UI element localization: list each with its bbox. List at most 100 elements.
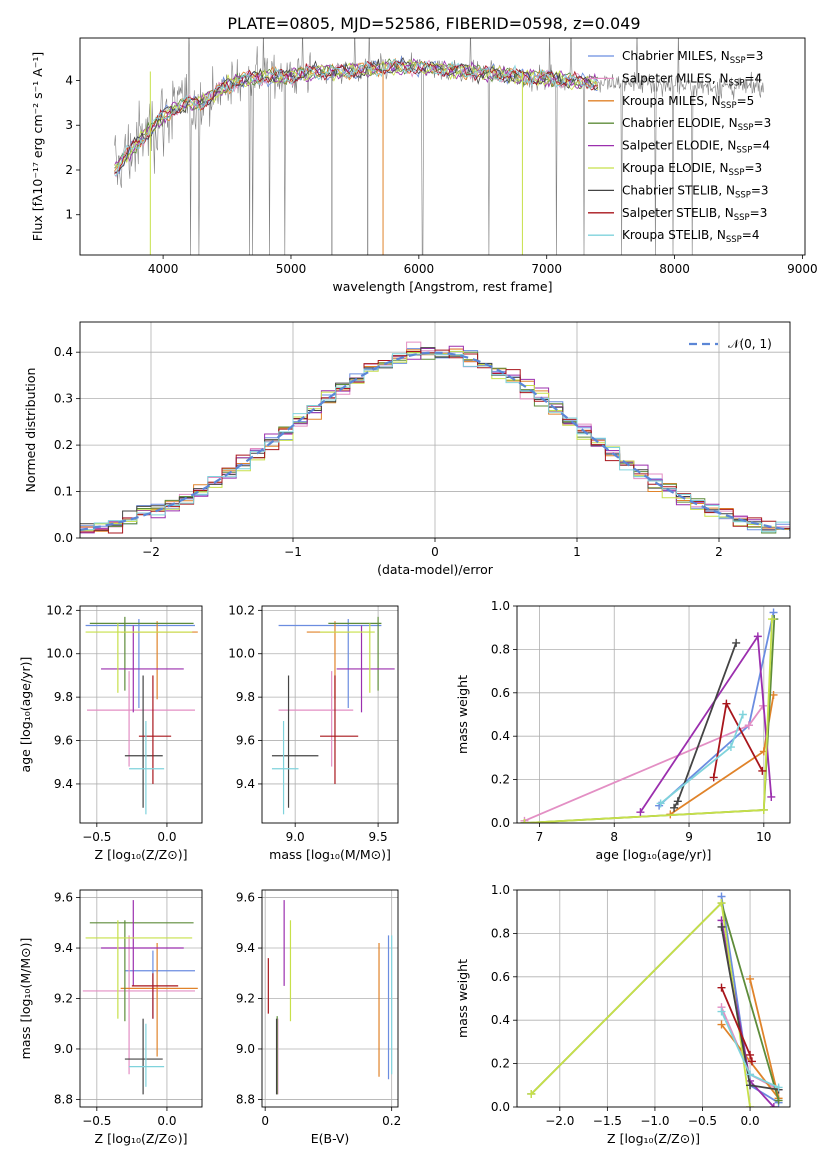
grid xyxy=(80,890,202,1107)
marker-salpeter-stelib xyxy=(709,773,718,782)
x-tick-label: 7000 xyxy=(531,262,562,276)
marker-salpeter-stelib xyxy=(758,766,767,775)
y-tick-label: 8.8 xyxy=(236,1092,255,1106)
y-tick-label: 0.2 xyxy=(491,1057,510,1071)
massweight-vs-Z-panel: −2.0 −1.5 −1.0 −0.5 0.0 0.0 0.2 0.4 0.6 0.8 1.0 Z [… xyxy=(455,883,791,1146)
plot-area xyxy=(267,900,393,1095)
age-vs-Z-panel: −0.5 0.0 9.4 9.6 9.8 10.0 10.2 Z [log₁₀(Z/Z⊙)] a… xyxy=(18,603,203,862)
model-spectrum-chabrier-stelib xyxy=(114,57,599,174)
marker-chabrier-stelib xyxy=(746,1081,755,1090)
x-tick-label: 9.5 xyxy=(369,830,388,844)
x-tick-label: 2 xyxy=(715,545,723,559)
x-axis-label: Z [log₁₀(Z/Z⊙)] xyxy=(95,847,188,862)
x-tick-label: 6000 xyxy=(404,262,435,276)
y-tick-label: 10.2 xyxy=(46,603,73,617)
marker-kroupa-stelib xyxy=(774,1083,783,1092)
axes-frame xyxy=(516,889,791,1108)
marker-chabrier-stelib xyxy=(673,797,682,806)
marker-kroupa-elodie xyxy=(746,1103,755,1107)
x-tick-label: 0.2 xyxy=(382,1114,401,1128)
grid xyxy=(80,606,202,823)
axes-frame xyxy=(79,37,806,256)
y-tick-label: 0.4 xyxy=(491,729,510,743)
x-tick-label: 4000 xyxy=(148,262,179,276)
marker-kroupa-stelib xyxy=(717,1007,726,1016)
axes-frame xyxy=(261,889,399,1108)
y-axis-label: age [log₁₀(age/yr)] xyxy=(18,657,33,773)
y-tick-label: 9.6 xyxy=(236,734,255,748)
y-tick-label: 0.0 xyxy=(54,531,73,545)
y-axis-label: Flux [fλ10⁻¹⁷ erg cm⁻² s⁻¹ A⁻¹] xyxy=(30,52,45,241)
y-tick-label: 10.2 xyxy=(228,603,255,617)
axes-frame xyxy=(79,321,791,539)
marker-chabrier-stelib xyxy=(717,922,726,931)
marker-kroupa-elodie xyxy=(527,1089,536,1098)
marker-salpeter-stelib xyxy=(746,1050,755,1059)
x-tick-label: 0.0 xyxy=(741,1114,760,1128)
axes-frame xyxy=(261,605,399,824)
spectrum-panel: 4000 5000 6000 7000 8000 9000 1 2 3 4 wavelength [… xyxy=(30,37,818,294)
x-tick-label: −0.5 xyxy=(688,1114,717,1128)
y-tick-label: 1.0 xyxy=(491,883,510,897)
y-tick-label: 9.2 xyxy=(54,992,73,1006)
legend-label-chabrier-miles: Chabrier MILES, NSSP=3 xyxy=(622,49,763,66)
y-tick-label: 9.8 xyxy=(54,690,73,704)
y-tick-label: 0.3 xyxy=(54,392,73,406)
y-axis-label: mass [log₁₀(M/M⊙)] xyxy=(18,938,33,1060)
massweight-vs-age-panel: 7 8 9 10 0.0 0.2 0.4 0.6 0.8 1.0 age [log₁₀(age/yr… xyxy=(455,599,791,862)
histogram-salpeter-stelib xyxy=(80,349,790,534)
plot-area xyxy=(82,900,198,1095)
y-axis-label: mass weight xyxy=(455,675,470,754)
x-tick-label: 0.0 xyxy=(157,1114,176,1128)
y-tick-label: 1 xyxy=(65,208,73,222)
y-tick-label: 0.1 xyxy=(54,485,73,499)
x-tick-label: 10 xyxy=(756,830,771,844)
x-tick-label: −0.5 xyxy=(82,830,111,844)
marker-kroupa-stelib xyxy=(656,799,665,808)
grid xyxy=(262,890,398,1107)
x-tick-label: 8 xyxy=(610,830,618,844)
axes-frame xyxy=(516,605,791,824)
y-tick-label: 0.6 xyxy=(491,970,510,984)
legend-label-kroupa-stelib: Kroupa STELIB, NSSP=4 xyxy=(622,228,760,245)
y-tick-label: 9.8 xyxy=(236,690,255,704)
line-kroupa-stelib xyxy=(660,714,744,805)
marker-kroupa-stelib xyxy=(746,1070,755,1079)
marker-kroupa-stelib xyxy=(726,743,735,752)
y-tick-label: 4 xyxy=(65,74,73,88)
marker-kroupa-elodie xyxy=(768,615,777,624)
y-tick-label: 9.4 xyxy=(236,777,255,791)
x-tick-label: −2 xyxy=(142,545,160,559)
x-axis-label: wavelength [Angstrom, rest frame] xyxy=(332,279,552,294)
x-axis-label: mass [log₁₀(M/M⊙)] xyxy=(269,847,391,862)
legend-label-kroupa-miles: Kroupa MILES, NSSP=5 xyxy=(622,94,754,111)
axes-frame xyxy=(79,889,203,1108)
y-tick-label: 2 xyxy=(65,163,73,177)
legend-label-normal: 𝒩(0, 1) xyxy=(728,337,772,351)
marker-kroupa-stelib xyxy=(738,710,747,719)
y-tick-label: 10.0 xyxy=(46,647,73,661)
plot-area xyxy=(271,616,395,815)
x-tick-label: 0 xyxy=(261,1114,269,1128)
y-tick-label: 9.6 xyxy=(236,891,255,905)
model-spectrum-kroupa-stelib xyxy=(114,58,599,177)
mass-vs-ebv-panel: 0 0.2 8.8 9.0 9.2 9.4 9.6 E(B-V) xyxy=(236,889,401,1146)
normal-reference-curve xyxy=(80,351,790,531)
histogram-kroupa-stelib xyxy=(80,353,790,533)
marker-salpeter-stelib xyxy=(747,1057,756,1066)
marker-salpeter-elodie xyxy=(753,632,762,641)
line-chabrier-miles xyxy=(658,612,775,807)
marker-kroupa-elodie xyxy=(520,819,529,823)
x-tick-label: 5000 xyxy=(276,262,307,276)
legend-label-salpeter-stelib: Salpeter STELIB, NSSP=3 xyxy=(622,206,767,223)
marker-salpeter-stelib xyxy=(722,699,731,708)
y-tick-label: 9.4 xyxy=(236,941,255,955)
legend-label-kroupa-elodie: Kroupa ELODIE, NSSP=3 xyxy=(622,161,762,178)
plot-area xyxy=(527,892,783,1107)
marker-kroupa-elodie xyxy=(759,805,768,814)
marker-kroupa-elodie xyxy=(717,899,726,908)
model-spectrum-salpeter-stelib xyxy=(114,60,598,175)
y-tick-label: 9.2 xyxy=(236,992,255,1006)
x-tick-label: 9 xyxy=(685,830,693,844)
